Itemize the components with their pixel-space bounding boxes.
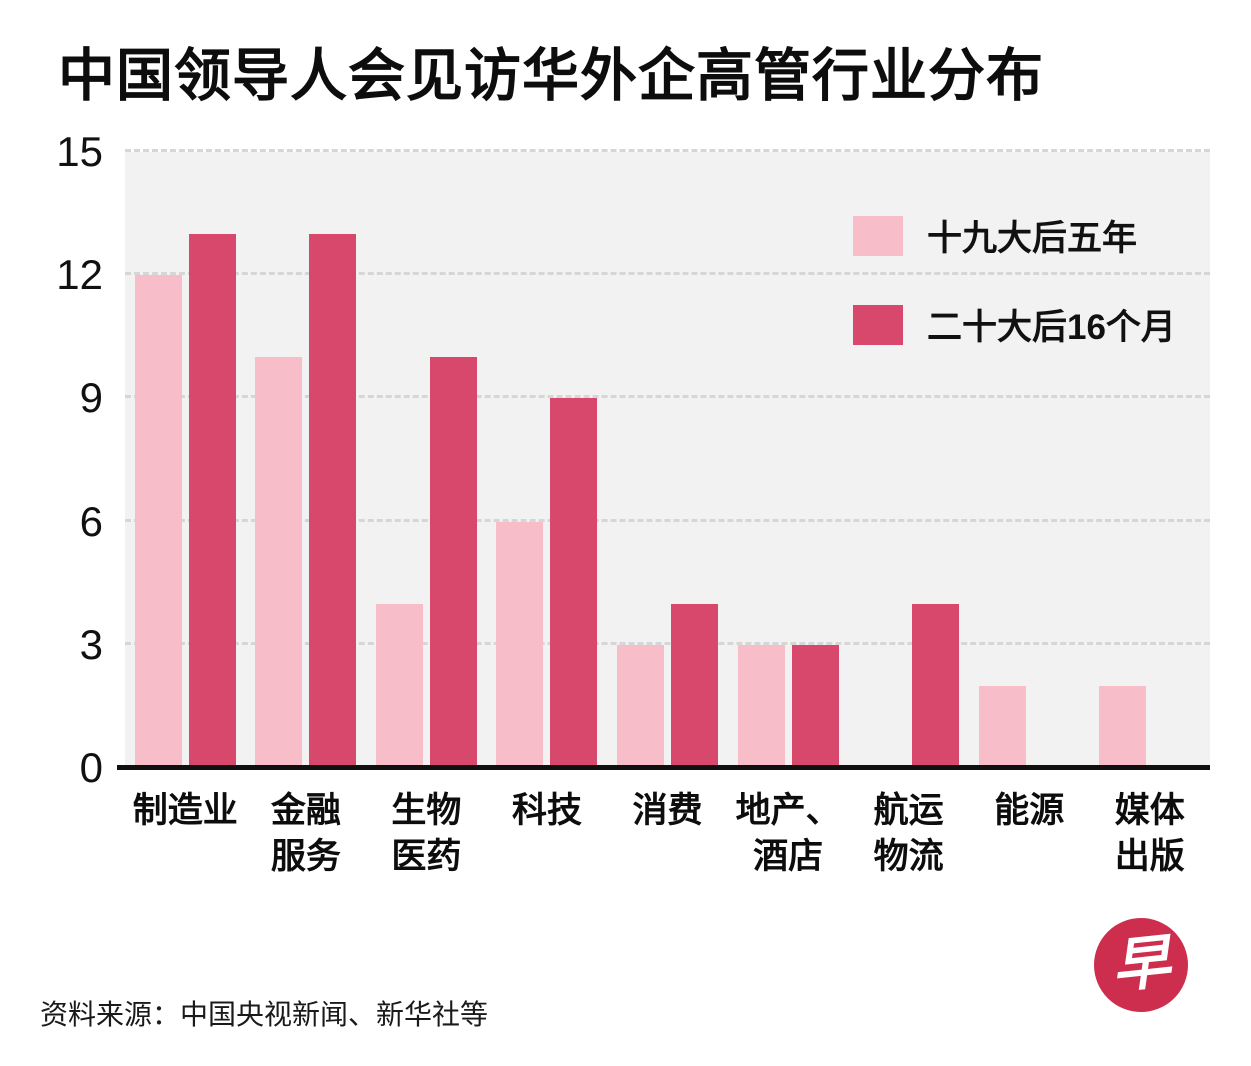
y-tick-label-12: 12 — [56, 251, 103, 299]
legend-item-series1: 十九大后五年 — [853, 210, 1176, 261]
legend-swatch-series2 — [853, 304, 903, 345]
bar-生物医药-series1 — [375, 603, 423, 768]
y-tick-label-0: 0 — [79, 744, 103, 791]
gridline-y15 — [125, 149, 1210, 152]
x-tick-label-9: 媒体 出版 — [1114, 791, 1185, 877]
x-tick-label-2: 金融 服务 — [270, 791, 341, 877]
bar-金融服务-series2 — [309, 234, 357, 768]
bar-group-2 — [246, 152, 367, 768]
bar-生物医药-series2 — [429, 357, 477, 768]
y-tick-label-6: 6 — [79, 497, 103, 545]
bar-航运物流-series2 — [912, 603, 960, 768]
legend-item-series2: 二十大后16个月 — [853, 299, 1176, 350]
bar-地产、酒店-series2 — [791, 644, 839, 768]
gridline-y9 — [125, 395, 1210, 399]
legend: 十九大后五年 二十大后16个月 — [853, 210, 1176, 350]
x-tick-label-7: 航运 物流 — [873, 791, 944, 877]
bar-消费-series2 — [671, 603, 719, 768]
bar-group-9 — [1090, 152, 1211, 768]
bar-group-3 — [366, 152, 487, 768]
x-tick-label-8: 能源 — [994, 791, 1065, 830]
x-tick-label-3: 生物 医药 — [391, 791, 462, 877]
bar-能源-series1 — [978, 685, 1026, 768]
y-tick-label-15: 15 — [56, 128, 103, 175]
bar-group-6 — [728, 152, 849, 768]
bar-科技-series1 — [496, 521, 544, 768]
zaobao-logo: 早 — [1094, 918, 1188, 1012]
legend-label-series1: 十九大后五年 — [927, 219, 1138, 258]
bar-消费-series1 — [617, 644, 665, 768]
chart-title: 中国领导人会见访华外企高管行业分布 — [58, 44, 1044, 108]
y-tick-label-9: 9 — [79, 374, 103, 422]
gridline-y3 — [125, 641, 1210, 645]
bar-group-8 — [969, 152, 1090, 768]
bar-group-7 — [848, 152, 969, 768]
y-tick-label-3: 3 — [79, 620, 103, 668]
bar-制造业-series1 — [134, 275, 182, 768]
bar-group-5 — [607, 152, 728, 768]
x-tick-label-5: 消费 — [632, 791, 703, 830]
x-axis-line — [117, 765, 1210, 770]
x-tick-label-1: 制造业 — [132, 791, 238, 830]
gridline-y12 — [125, 272, 1210, 276]
x-tick-label-6: 地产、 酒店 — [735, 791, 841, 877]
legend-swatch-series1 — [853, 215, 903, 256]
bar-groups — [125, 152, 1210, 768]
bar-金融服务-series1 — [255, 357, 303, 768]
x-axis-tick-labels: 制造业 金融 服务 生物 医药 科技 消费 地产、 酒店 航运 物流 能源 媒体 出版 — [125, 788, 1210, 880]
legend-label-series2: 二十大后16个月 — [927, 308, 1176, 347]
x-tick-label-4: 科技 — [511, 791, 582, 830]
gridline-y6 — [125, 518, 1210, 522]
bar-科技-series2 — [550, 398, 598, 768]
source-note: 资料来源：中国央视新闻、新华社等 — [40, 999, 489, 1030]
bar-地产、酒店-series1 — [737, 644, 785, 768]
logo-character: 早 — [1108, 929, 1174, 1000]
bar-group-4 — [487, 152, 608, 768]
plot-area: 0 3 6 9 12 15 十九大后五年 二十大后16个月 — [56, 131, 1210, 789]
bar-媒体出版-series1 — [1099, 685, 1147, 768]
bar-制造业-series2 — [188, 234, 236, 768]
bar-group-1 — [125, 152, 246, 768]
